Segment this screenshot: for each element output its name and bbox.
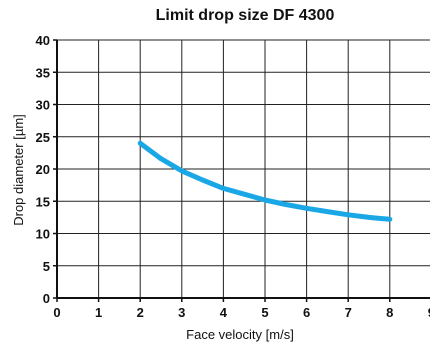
y-tick-label-2: 10 <box>36 227 50 242</box>
y-tick-label-0: 0 <box>43 291 50 306</box>
y-tick-labels: 0 5 10 15 20 25 30 35 40 <box>36 33 50 306</box>
x-tick-label-7: 7 <box>345 305 352 320</box>
x-tick-label-8: 8 <box>386 305 393 320</box>
y-tick-label-6: 30 <box>36 98 50 113</box>
x-tick-label-6: 6 <box>303 305 310 320</box>
y-tick-label-7: 35 <box>36 65 50 80</box>
x-tick-labels: 0 1 2 3 4 5 6 7 8 9 <box>53 305 430 320</box>
y-axis-label: Drop diameter [µm] <box>11 114 26 226</box>
x-tick-label-3: 3 <box>178 305 185 320</box>
x-tick-label-2: 2 <box>137 305 144 320</box>
y-tick-label-8: 40 <box>36 33 50 48</box>
y-tick-label-1: 5 <box>43 259 50 274</box>
series-group <box>137 140 393 222</box>
x-axis-label: Face velocity [m/s] <box>186 327 294 342</box>
y-tick-label-5: 25 <box>36 130 50 145</box>
x-tick-label-1: 1 <box>95 305 102 320</box>
y-tick-label-3: 15 <box>36 194 50 209</box>
grid <box>53 39 430 302</box>
chart-title: Limit drop size DF 4300 <box>156 7 335 24</box>
x-tick-label-4: 4 <box>220 305 228 320</box>
x-tick-label-0: 0 <box>53 305 60 320</box>
series-line-0 <box>137 140 393 222</box>
y-tick-label-4: 20 <box>36 162 50 177</box>
x-tick-label-9: 9 <box>428 305 430 320</box>
x-tick-label-5: 5 <box>261 305 268 320</box>
